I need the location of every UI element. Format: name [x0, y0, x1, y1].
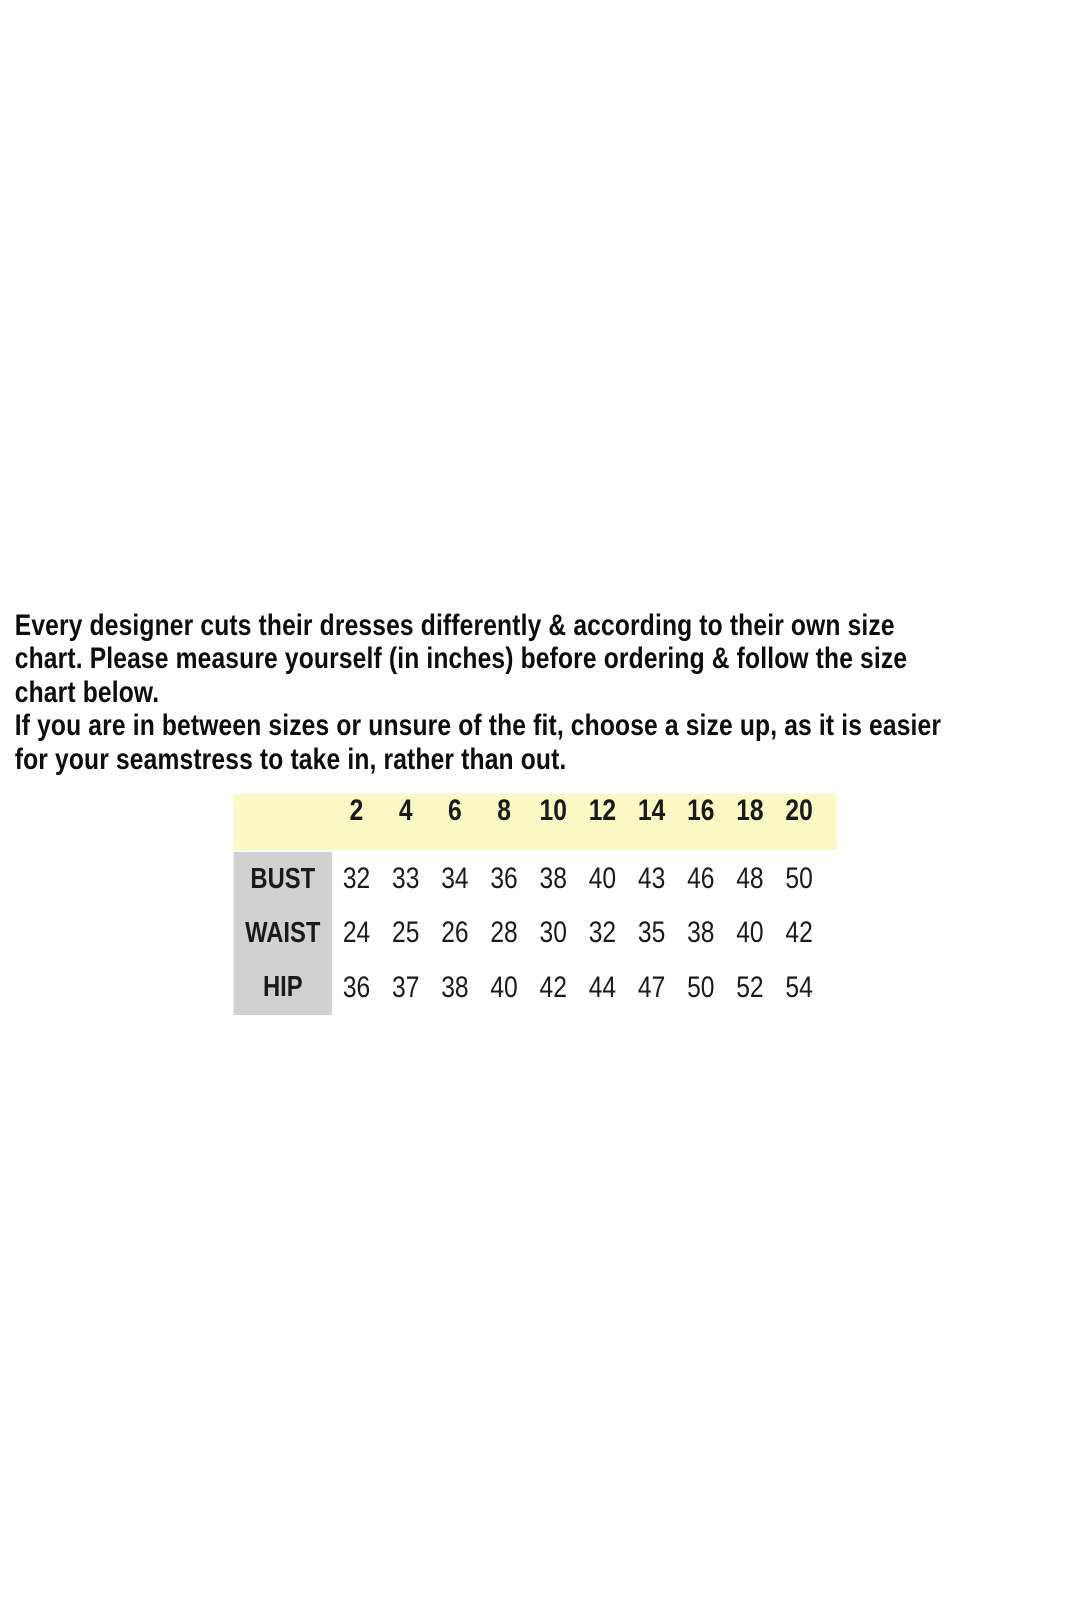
size-value-cell: 32 — [342, 862, 371, 896]
size-value-cell: 38 — [687, 916, 715, 950]
size-header-cell: 4 — [398, 794, 413, 827]
sizing-instructions: Every designer cuts their dresses differ… — [15, 609, 1072, 776]
size-value-cell: 36 — [490, 862, 518, 896]
size-value-cell: 43 — [637, 862, 666, 896]
size-value-cell: 42 — [785, 916, 813, 950]
size-value-cell: 40 — [736, 916, 764, 950]
size-value-cell: 34 — [441, 862, 469, 896]
size-value-cell: 40 — [588, 862, 617, 896]
measurement-label: WAIST — [233, 906, 332, 961]
size-value-cell: 30 — [539, 916, 567, 950]
size-value-cell: 46 — [687, 862, 715, 896]
size-value-cell: 32 — [588, 916, 617, 950]
size-header-cell: 6 — [448, 794, 462, 827]
size-header-cell: 10 — [539, 794, 567, 827]
intro-line: for your seamstress to take in, rather t… — [14, 742, 567, 776]
size-value-cell: 38 — [441, 970, 469, 1004]
size-header-cell: 14 — [637, 794, 666, 827]
size-header-cell: 8 — [497, 794, 511, 827]
intro-line: Every designer cuts their dresses differ… — [14, 609, 895, 642]
size-header-cell: 20 — [785, 794, 813, 827]
size-header-cell: 18 — [736, 794, 764, 827]
size-chart-body: BUST 32 33 34 36 38 40 43 46 48 50 WAIST… — [233, 852, 837, 1015]
size-value-cell: 40 — [490, 970, 518, 1004]
size-value-cell: 54 — [785, 970, 813, 1004]
table-row-hip: HIP 36 37 38 40 42 44 47 50 52 54 — [233, 960, 837, 1015]
size-value-cell: 25 — [392, 916, 420, 950]
size-value-cell: 38 — [539, 862, 567, 896]
size-header-cell: 16 — [687, 794, 715, 827]
size-chart-table: 2 4 6 8 10 12 14 16 18 20 BUST 32 33 34 … — [233, 794, 837, 1015]
intro-line: If you are in between sizes or unsure of… — [14, 709, 942, 743]
table-row-waist: WAIST 24 25 26 28 30 32 35 38 40 42 — [233, 906, 837, 961]
size-value-cell: 24 — [342, 916, 371, 950]
intro-line: chart below. — [14, 675, 160, 709]
size-value-cell: 44 — [588, 970, 617, 1004]
size-value-cell: 33 — [392, 862, 420, 896]
size-value-cell: 48 — [736, 862, 764, 896]
corner-cell — [234, 794, 332, 850]
size-header-row: 2 4 6 8 10 12 14 16 18 20 — [233, 794, 837, 850]
size-value-cell: 37 — [392, 970, 420, 1004]
intro-line: chart. Please measure yourself (in inche… — [14, 642, 908, 676]
size-header-cell: 12 — [588, 794, 617, 827]
size-value-cell: 50 — [785, 862, 813, 896]
size-value-cell: 35 — [637, 916, 666, 950]
size-value-cell: 26 — [441, 916, 469, 950]
size-value-cell: 47 — [637, 970, 666, 1004]
size-value-cell: 52 — [736, 970, 764, 1004]
size-value-cell: 42 — [539, 970, 567, 1004]
measurement-label: BUST — [233, 852, 332, 907]
size-value-cell: 50 — [687, 970, 715, 1004]
measurement-label: HIP — [233, 960, 332, 1015]
table-row-bust: BUST 32 33 34 36 38 40 43 46 48 50 — [233, 852, 837, 907]
size-value-cell: 36 — [342, 970, 371, 1004]
size-header-cell: 2 — [349, 794, 364, 827]
size-value-cell: 28 — [490, 916, 518, 950]
